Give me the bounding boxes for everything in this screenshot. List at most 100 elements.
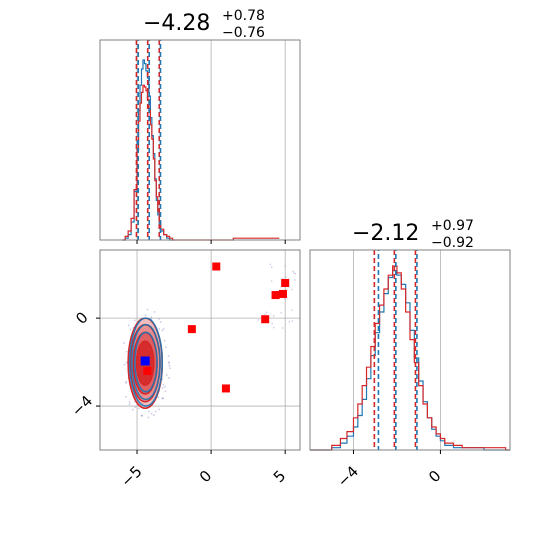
- contour-blue-0: [128, 317, 164, 407]
- sample-dot: [284, 297, 286, 300]
- sample-dot: [158, 408, 161, 411]
- sample-dot: [161, 397, 164, 400]
- sample-dot: [161, 387, 164, 389]
- right-frame: [309, 249, 511, 451]
- sample-dot: [291, 288, 294, 291]
- sample-dot: [123, 363, 126, 366]
- sample-dot: [265, 311, 268, 314]
- sample-dot: [164, 346, 167, 349]
- red-square-marker-6: [221, 384, 230, 393]
- sample-dot: [294, 279, 296, 281]
- sample-dot: [153, 311, 156, 313]
- sample-dot: [281, 327, 284, 329]
- sample-dot: [291, 320, 294, 322]
- red-square-marker-4: [187, 325, 196, 334]
- sample-dot: [144, 314, 147, 317]
- sample-dot: [127, 324, 130, 327]
- right-histogram-panel: −4 0: [309, 249, 511, 491]
- right-xtick-label-1: 0: [425, 467, 444, 486]
- right-hist-blue-step: [310, 270, 510, 451]
- sample-dot: [284, 276, 287, 279]
- sample-dot: [148, 410, 150, 413]
- sample-dot: [269, 263, 272, 266]
- scatter-xtick-label-1: 0: [196, 467, 215, 486]
- scatter-ytick-label-1: −4: [68, 392, 96, 420]
- sample-dot: [141, 414, 144, 417]
- title-bottom-right: −2.12 +0.97 −0.92: [352, 218, 474, 251]
- scatter-ytick-label-0: 0: [72, 308, 91, 327]
- sample-dot: [292, 271, 295, 274]
- sample-dot: [123, 342, 125, 344]
- sample-dot: [291, 309, 294, 311]
- title-bottom-right-value: −2.12: [352, 221, 419, 246]
- sample-dot: [154, 410, 157, 413]
- scatter-frame: [99, 249, 301, 451]
- sample-dot: [257, 318, 260, 321]
- contour-blue-2: [134, 331, 158, 393]
- scatter-xtick-label-0: −5: [117, 462, 145, 490]
- sample-dot: [128, 403, 131, 406]
- red-square-marker-2: [271, 291, 280, 300]
- sample-dot: [137, 407, 140, 410]
- title-bottom-right-minus: −0.92: [431, 235, 474, 251]
- top-histogram-panel: [99, 39, 301, 244]
- blue-square-marker: [140, 356, 150, 366]
- red-square-marker-1: [281, 278, 290, 287]
- sample-dot: [280, 311, 283, 314]
- sample-dot: [147, 416, 150, 419]
- sample-dot: [165, 374, 168, 376]
- contour-blue-1: [131, 323, 161, 401]
- sample-dot: [168, 367, 171, 370]
- sample-dot: [158, 328, 161, 330]
- sample-dot: [264, 313, 267, 316]
- sample-dot: [272, 315, 275, 317]
- right-hist-red-step: [310, 265, 510, 451]
- sample-dot: [133, 319, 136, 322]
- sample-dot: [164, 390, 167, 393]
- sample-dot: [146, 308, 149, 311]
- sample-dot: [288, 320, 291, 323]
- sample-dot: [164, 385, 166, 388]
- sample-dot: [163, 339, 166, 342]
- title-top-left-value: −4.28: [143, 11, 210, 36]
- red-square-marker-5: [261, 315, 270, 324]
- sample-dot: [158, 318, 160, 320]
- sample-dot: [167, 377, 170, 379]
- sample-dot: [159, 321, 162, 323]
- sample-dot: [162, 327, 165, 330]
- top-hist-red-step: [122, 84, 280, 241]
- sample-dot: [167, 355, 170, 358]
- sample-dot: [162, 383, 165, 386]
- sample-dot: [152, 414, 155, 417]
- sample-dot: [134, 406, 136, 409]
- right-xtick-label-0: −4: [334, 462, 362, 490]
- sample-dot: [270, 280, 273, 282]
- sample-dot: [129, 328, 132, 331]
- sample-dot: [284, 265, 287, 267]
- sample-dot: [270, 266, 273, 268]
- title-top-left-plus: +0.78: [222, 8, 265, 24]
- sample-dot: [150, 316, 153, 319]
- red-square-marker-3: [278, 289, 287, 298]
- sample-dot: [128, 401, 131, 403]
- title-top-left-minus: −0.76: [222, 25, 265, 41]
- sample-dot: [157, 396, 160, 399]
- sample-dot: [161, 329, 164, 332]
- top-frame: [99, 39, 301, 241]
- sample-dot: [132, 408, 134, 411]
- red-square-marker-0: [212, 262, 221, 271]
- sample-dot: [272, 326, 275, 329]
- scatter-xtick-label-2: 5: [270, 467, 289, 486]
- sample-dot: [168, 364, 171, 367]
- sample-dot: [125, 381, 127, 384]
- sample-dot: [294, 272, 297, 275]
- sample-dot: [125, 395, 127, 398]
- title-bottom-right-plus: +0.97: [431, 218, 474, 234]
- title-top-left: −4.28 +0.78 −0.76: [143, 8, 265, 41]
- sample-dot: [271, 322, 274, 325]
- sample-dot: [292, 270, 295, 273]
- scatter-panel: −5 0 5 0 −4: [68, 249, 301, 491]
- sample-dot: [168, 361, 170, 364]
